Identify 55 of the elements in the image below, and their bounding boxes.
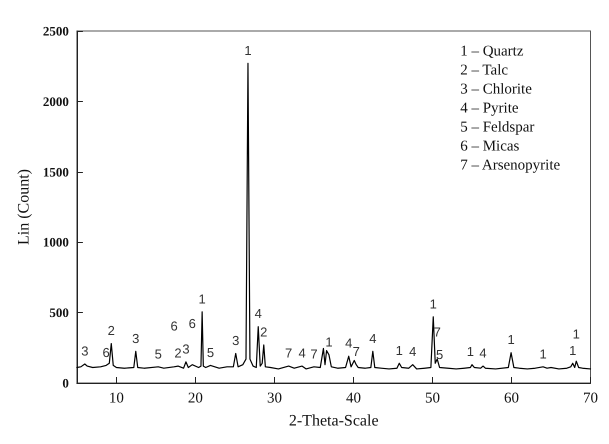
annotation: 7 (310, 346, 318, 362)
annotation: 5 – Feldspar (460, 120, 534, 136)
x-axis-title: 2-Theta-Scale (288, 412, 379, 430)
annotation: 5 (206, 344, 214, 360)
x-tick-label: 30 (266, 390, 282, 406)
annotation: 2 (174, 346, 182, 361)
line-series (76, 62, 592, 370)
y-tick-label: 1500 (42, 164, 69, 180)
annotation: 4 (479, 346, 487, 361)
annotation: 4 (369, 330, 376, 346)
annotation: 6 (170, 318, 178, 334)
annotation: 1 (539, 346, 547, 362)
annotation: 6 – Micas (460, 138, 520, 154)
annotation: 1 (198, 291, 206, 306)
annotation: 6 (188, 316, 196, 332)
y-tick-label: 0 (62, 376, 69, 390)
annotation: 1 (430, 296, 437, 312)
annotation: 1 (569, 342, 576, 358)
annotation: 4 (254, 306, 262, 322)
annotation: 5 (154, 346, 162, 362)
x-tick-label: 70 (583, 390, 598, 406)
annotation: 4 – Pyrite (460, 100, 519, 116)
annotation: 4 (298, 346, 306, 361)
annotation: 1 (466, 344, 474, 360)
x-tick-label: 40 (346, 390, 361, 406)
x-tick-label: 60 (504, 390, 519, 406)
annotation: 3 (132, 330, 140, 346)
annotation: 4 (409, 344, 416, 360)
annotation: 7 – Arsenopyrite (460, 158, 561, 174)
annotation: 2 – Talc (460, 62, 508, 78)
annotation: 2 (108, 323, 115, 338)
annotation: 1 (325, 334, 333, 350)
annotation: 1 (572, 326, 580, 342)
x-tick-label: 10 (108, 390, 124, 406)
annotation: 3 (182, 341, 190, 356)
x-tick-label: 20 (188, 390, 203, 406)
annotation: 4 (345, 336, 352, 351)
y-axis-title: Lin (Count) (16, 169, 32, 245)
annotation: 1 (507, 332, 515, 348)
annotation: 6 (102, 344, 110, 360)
annotation: 1 (396, 342, 403, 358)
annotation: 3 (81, 343, 88, 358)
annotation: 3 (232, 332, 240, 348)
annotation: 1 – Quartz (460, 44, 524, 60)
annotation: 3 – Chlorite (460, 82, 532, 98)
y-tick-label: 500 (49, 305, 69, 320)
annotation: 7 (285, 346, 292, 361)
x-tick-label: 50 (424, 390, 440, 406)
annotation: 7 (352, 344, 360, 360)
y-tick-label: 2500 (42, 24, 69, 38)
y-tick-label: 1000 (42, 234, 69, 250)
annotation: 2 (260, 324, 268, 340)
annotation: 5 (436, 347, 444, 362)
y-tick-label: 2000 (42, 94, 69, 109)
annotation: 1 (244, 42, 252, 58)
